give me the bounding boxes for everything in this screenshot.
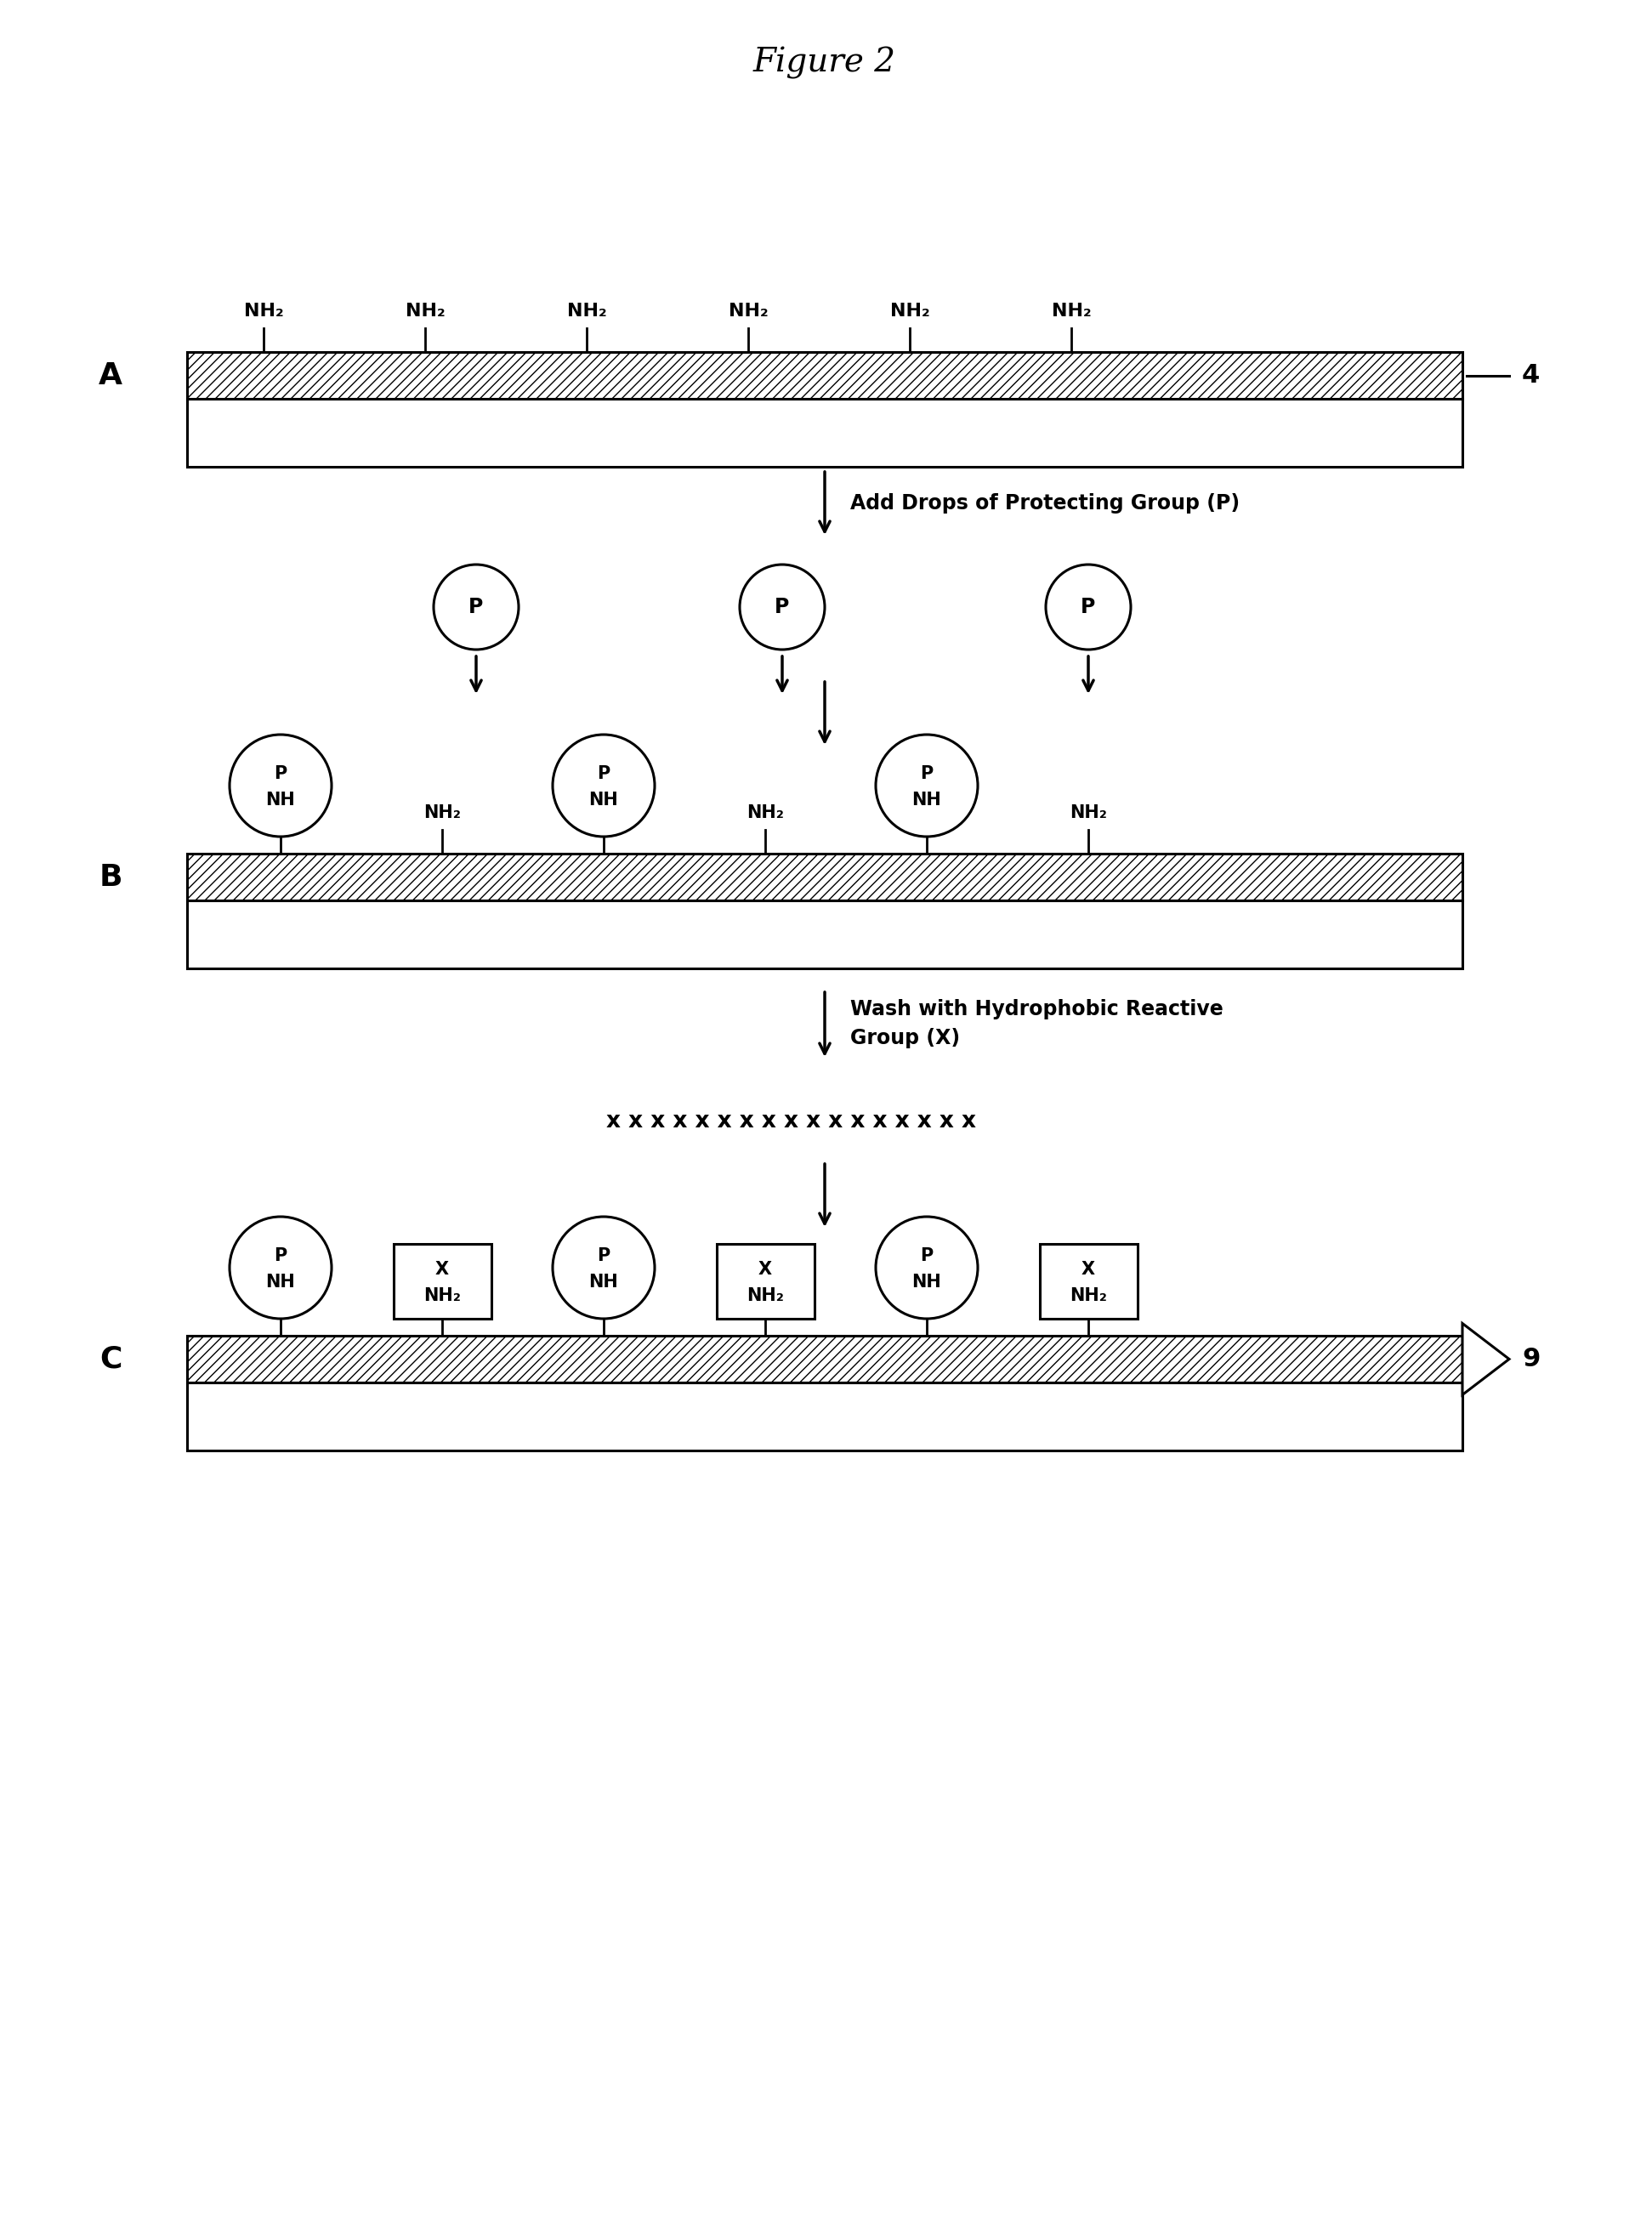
- Text: NH: NH: [588, 1273, 618, 1291]
- Text: B: B: [99, 863, 122, 892]
- Text: P: P: [596, 1246, 610, 1264]
- Circle shape: [230, 1218, 332, 1320]
- Bar: [1039, 1244, 1137, 1320]
- Bar: [393, 1244, 491, 1320]
- Circle shape: [553, 735, 654, 837]
- Text: NH₂: NH₂: [423, 1286, 461, 1304]
- Text: NH₂: NH₂: [244, 303, 284, 319]
- Bar: [187, 399, 1462, 467]
- Text: X: X: [434, 1262, 449, 1277]
- Text: P: P: [920, 1246, 933, 1264]
- Text: P: P: [775, 598, 790, 618]
- Text: NH₂: NH₂: [729, 303, 768, 319]
- Text: 9: 9: [1521, 1346, 1540, 1370]
- Text: x x x x x x x x x x x x x x x x x: x x x x x x x x x x x x x x x x x: [606, 1111, 976, 1134]
- Text: NH₂: NH₂: [890, 303, 930, 319]
- Text: Wash with Hydrophobic Reactive
Group (X): Wash with Hydrophobic Reactive Group (X): [851, 999, 1222, 1047]
- Bar: [187, 1335, 1462, 1382]
- Text: NH₂: NH₂: [405, 303, 444, 319]
- Polygon shape: [1462, 1324, 1510, 1395]
- Circle shape: [433, 565, 519, 649]
- Text: NH: NH: [912, 793, 942, 808]
- Text: P: P: [1080, 598, 1095, 618]
- Text: NH₂: NH₂: [747, 1286, 783, 1304]
- Bar: [187, 1382, 1462, 1450]
- Text: P: P: [596, 766, 610, 782]
- Text: NH₂: NH₂: [1069, 1286, 1107, 1304]
- Circle shape: [876, 1218, 978, 1320]
- Text: NH: NH: [266, 1273, 296, 1291]
- Bar: [187, 901, 1462, 968]
- Text: P: P: [920, 766, 933, 782]
- Circle shape: [876, 735, 978, 837]
- Text: Figure 2: Figure 2: [753, 46, 895, 80]
- Circle shape: [1046, 565, 1132, 649]
- Text: X: X: [1082, 1262, 1095, 1277]
- Text: 4: 4: [1521, 363, 1540, 387]
- Text: NH₂: NH₂: [1051, 303, 1092, 319]
- Bar: [187, 352, 1462, 399]
- Text: X: X: [758, 1262, 771, 1277]
- Circle shape: [553, 1218, 654, 1320]
- Text: NH₂: NH₂: [423, 804, 461, 821]
- Text: NH₂: NH₂: [747, 804, 783, 821]
- Text: A: A: [99, 361, 122, 390]
- Circle shape: [740, 565, 824, 649]
- Bar: [187, 855, 1462, 901]
- Text: NH: NH: [588, 793, 618, 808]
- Text: NH₂: NH₂: [1069, 804, 1107, 821]
- Text: NH: NH: [266, 793, 296, 808]
- Text: C: C: [99, 1344, 122, 1373]
- Text: P: P: [274, 766, 287, 782]
- Text: P: P: [469, 598, 484, 618]
- Bar: [717, 1244, 814, 1320]
- Text: Add Drops of Protecting Group (P): Add Drops of Protecting Group (P): [851, 494, 1239, 514]
- Circle shape: [230, 735, 332, 837]
- Text: P: P: [274, 1246, 287, 1264]
- Text: NH₂: NH₂: [567, 303, 606, 319]
- Text: NH: NH: [912, 1273, 942, 1291]
